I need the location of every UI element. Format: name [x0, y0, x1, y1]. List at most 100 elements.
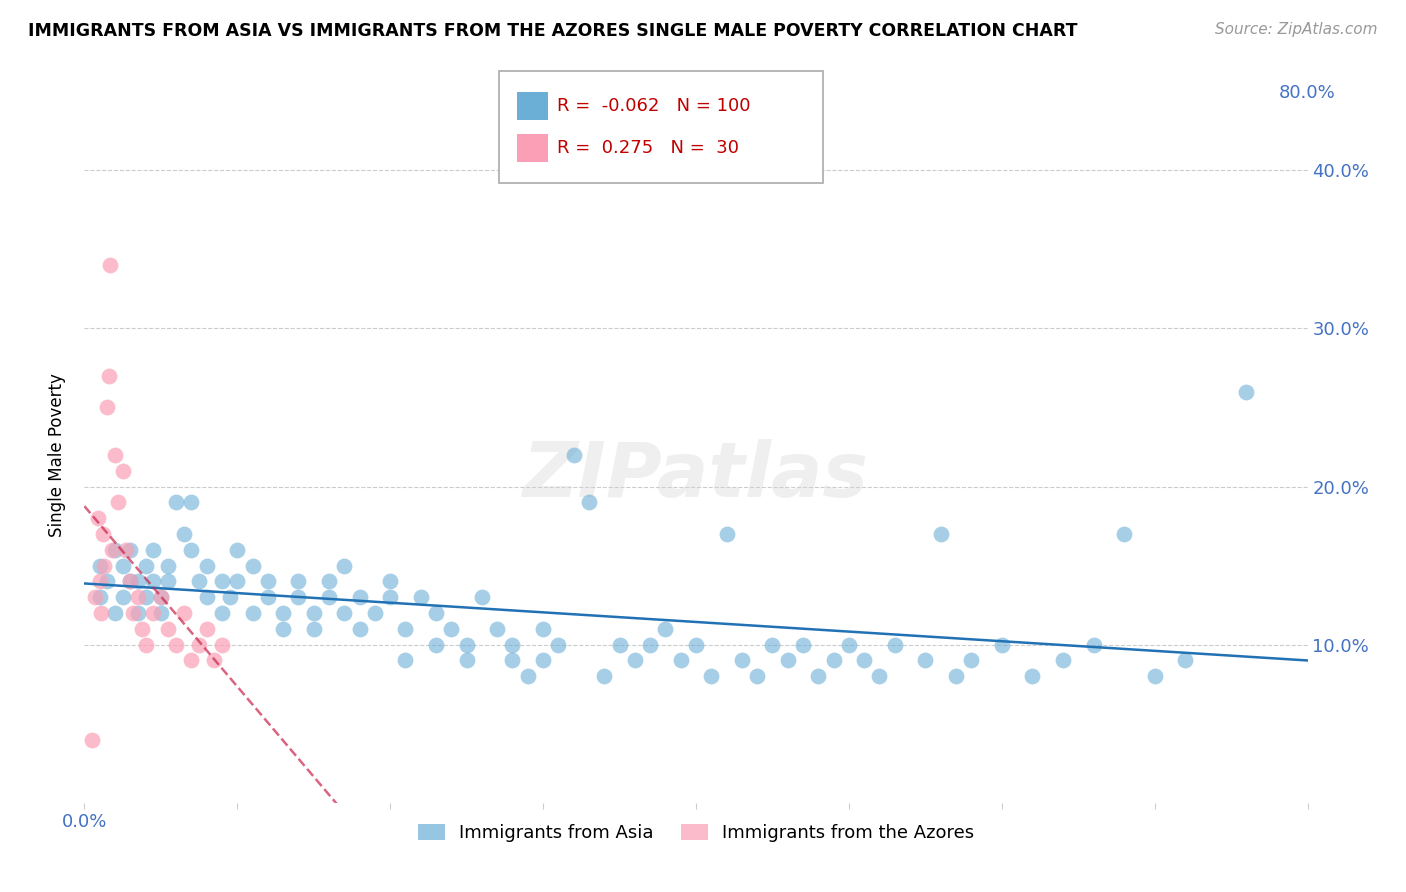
Point — [91, 527, 114, 541]
Point — [157, 558, 180, 573]
Point — [271, 606, 294, 620]
Point — [93, 558, 115, 573]
Point — [425, 606, 447, 620]
Point — [135, 591, 157, 605]
Point — [638, 638, 661, 652]
Point — [1236, 384, 1258, 399]
Point — [111, 464, 134, 478]
Point — [318, 574, 340, 589]
Point — [394, 653, 416, 667]
Point — [257, 591, 280, 605]
Point — [287, 591, 309, 605]
Point — [380, 574, 402, 589]
Point — [127, 591, 149, 605]
Point — [1052, 653, 1074, 667]
Point — [318, 591, 340, 605]
Point — [165, 495, 187, 509]
Point — [104, 542, 127, 557]
Point — [157, 574, 180, 589]
Point — [195, 622, 218, 636]
Point — [127, 606, 149, 620]
Point — [609, 638, 631, 652]
Point — [180, 495, 202, 509]
Point — [578, 495, 600, 509]
Point — [157, 622, 180, 636]
Point — [853, 653, 876, 667]
Point — [142, 542, 165, 557]
Point — [654, 622, 676, 636]
Point — [101, 542, 124, 557]
Point — [242, 606, 264, 620]
Legend: Immigrants from Asia, Immigrants from the Azores: Immigrants from Asia, Immigrants from th… — [418, 824, 974, 842]
Point — [731, 653, 754, 667]
Point — [211, 574, 233, 589]
Y-axis label: Single Male Poverty: Single Male Poverty — [48, 373, 66, 537]
Point — [89, 591, 111, 605]
Point — [96, 574, 118, 589]
Point — [471, 591, 494, 605]
Point — [180, 653, 202, 667]
Point — [302, 622, 325, 636]
Point — [149, 591, 172, 605]
Point — [271, 622, 294, 636]
Point — [218, 591, 240, 605]
Point — [287, 574, 309, 589]
Point — [131, 622, 153, 636]
Point — [257, 574, 280, 589]
Point — [364, 606, 387, 620]
Text: R =  -0.062   N = 100: R = -0.062 N = 100 — [557, 97, 751, 115]
Point — [188, 574, 211, 589]
Point — [929, 527, 952, 541]
Point — [98, 258, 121, 272]
Point — [945, 669, 967, 683]
Point — [104, 448, 127, 462]
Point — [914, 653, 936, 667]
Point — [80, 732, 103, 747]
Point — [807, 669, 830, 683]
Point — [90, 606, 112, 620]
Point — [111, 558, 134, 573]
Point — [149, 606, 172, 620]
Point — [97, 368, 120, 383]
Point — [486, 622, 509, 636]
Point — [89, 558, 111, 573]
Point — [456, 653, 478, 667]
Point — [547, 638, 569, 652]
Point — [669, 653, 692, 667]
Point — [838, 638, 860, 652]
Point — [1083, 638, 1105, 652]
Point — [531, 653, 554, 667]
Point — [242, 558, 264, 573]
Point — [409, 591, 432, 605]
Point — [747, 669, 769, 683]
Point — [1143, 669, 1166, 683]
Point — [107, 495, 129, 509]
Point — [84, 591, 107, 605]
Point — [226, 542, 249, 557]
Point — [394, 622, 416, 636]
Point — [1021, 669, 1043, 683]
Point — [776, 653, 799, 667]
Point — [226, 574, 249, 589]
Point — [960, 653, 983, 667]
Point — [502, 638, 524, 652]
Text: IMMIGRANTS FROM ASIA VS IMMIGRANTS FROM THE AZORES SINGLE MALE POVERTY CORRELATI: IMMIGRANTS FROM ASIA VS IMMIGRANTS FROM … — [28, 22, 1077, 40]
Point — [135, 558, 157, 573]
Point — [1114, 527, 1136, 541]
Point — [380, 591, 402, 605]
Point — [142, 606, 165, 620]
Point — [516, 669, 538, 683]
Text: ZIPatlas: ZIPatlas — [523, 439, 869, 513]
Point — [96, 401, 118, 415]
Point — [211, 638, 233, 652]
Point — [173, 606, 195, 620]
Point — [456, 638, 478, 652]
Point — [149, 591, 172, 605]
Point — [333, 606, 356, 620]
Point — [562, 448, 585, 462]
Point — [869, 669, 891, 683]
Point — [502, 653, 524, 667]
Text: Source: ZipAtlas.com: Source: ZipAtlas.com — [1215, 22, 1378, 37]
Point — [173, 527, 195, 541]
Point — [624, 653, 647, 667]
